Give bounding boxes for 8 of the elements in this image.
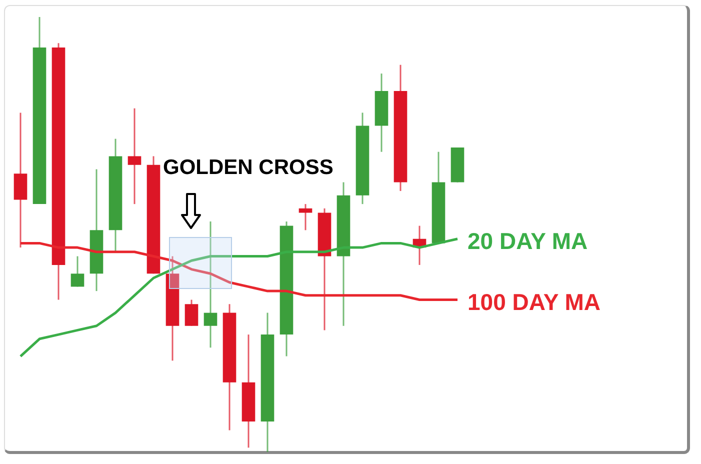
candlestick — [128, 108, 142, 205]
candlestick — [184, 299, 198, 327]
candlestick — [204, 220, 218, 348]
annotation: GOLDEN CROSS — [163, 156, 334, 179]
candlestick — [70, 256, 84, 288]
candlestick — [298, 203, 312, 231]
series-label: 100 DAY MA — [468, 289, 600, 316]
series-label: 20 DAY MA — [468, 228, 588, 254]
